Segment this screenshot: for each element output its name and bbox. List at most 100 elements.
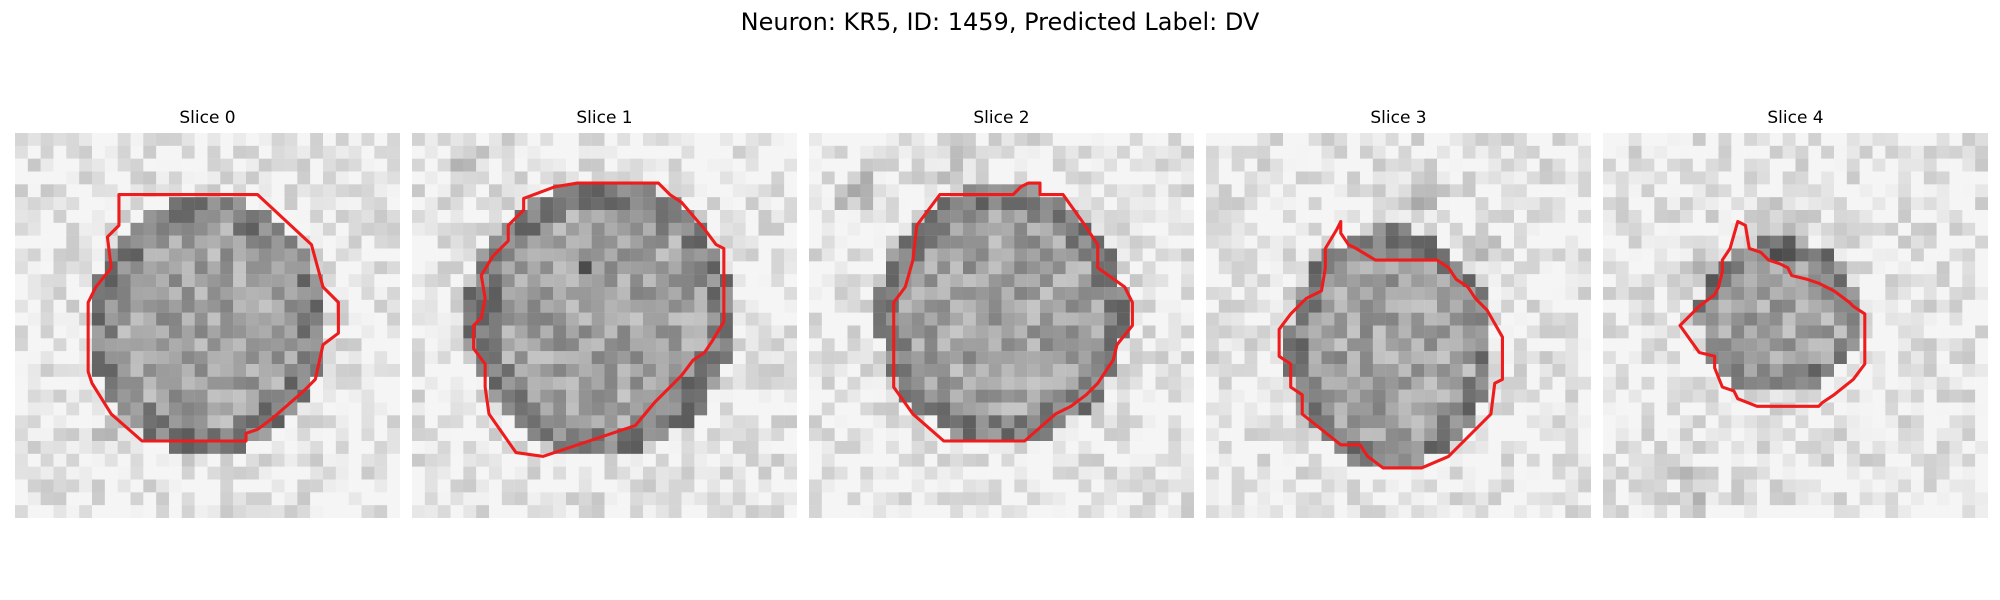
image-pixel (1052, 428, 1066, 442)
image-pixel (437, 389, 451, 403)
image-pixel (1295, 376, 1309, 390)
image-pixel (1552, 274, 1566, 288)
image-pixel (1539, 428, 1553, 442)
image-pixel (246, 351, 260, 365)
image-pixel (258, 210, 272, 224)
image-pixel (1052, 261, 1066, 275)
image-pixel (284, 222, 298, 236)
image-pixel (975, 492, 989, 506)
image-pixel (655, 184, 669, 198)
image-pixel (566, 453, 580, 467)
image-pixel (1231, 325, 1245, 339)
image-pixel (1769, 466, 1783, 480)
image-pixel (361, 184, 375, 198)
image-pixel (1437, 364, 1451, 378)
image-pixel (1872, 466, 1886, 480)
image-pixel (540, 389, 554, 403)
slice-image-svg (809, 133, 1194, 518)
image-pixel (809, 325, 823, 339)
image-pixel (681, 287, 695, 301)
image-pixel (1437, 210, 1451, 224)
image-pixel (387, 287, 400, 301)
image-pixel (566, 222, 580, 236)
image-pixel (1437, 133, 1451, 147)
image-pixel (1628, 197, 1642, 211)
image-pixel (424, 453, 438, 467)
image-pixel (1731, 428, 1745, 442)
image-pixel (297, 466, 311, 480)
image-pixel (643, 441, 657, 455)
image-pixel (1923, 287, 1937, 301)
image-pixel (1091, 145, 1105, 159)
image-pixel (1692, 505, 1706, 518)
image-pixel (53, 197, 67, 211)
image-pixel (1052, 466, 1066, 480)
image-pixel (1065, 338, 1079, 352)
image-pixel (1757, 402, 1771, 416)
image-pixel (387, 415, 400, 429)
image-pixel (1270, 389, 1284, 403)
image-pixel (1398, 376, 1412, 390)
image-pixel (1385, 402, 1399, 416)
image-pixel (591, 158, 605, 172)
image-pixel (361, 492, 375, 506)
image-pixel (1949, 505, 1963, 518)
image-pixel (578, 351, 592, 365)
image-pixel (1295, 351, 1309, 365)
image-pixel (335, 505, 349, 518)
image-pixel (258, 453, 272, 467)
image-pixel (1334, 184, 1348, 198)
image-pixel (1385, 441, 1399, 455)
image-pixel (784, 184, 797, 198)
image-pixel (1692, 402, 1706, 416)
image-pixel (53, 299, 67, 313)
image-pixel (92, 210, 106, 224)
image-pixel (1001, 364, 1015, 378)
image-pixel (1270, 466, 1284, 480)
image-pixel (117, 261, 131, 275)
image-pixel (1731, 287, 1745, 301)
image-pixel (1052, 453, 1066, 467)
image-pixel (1295, 338, 1309, 352)
image-pixel (758, 351, 772, 365)
image-pixel (1821, 158, 1835, 172)
image-pixel (130, 299, 144, 313)
slice-image-svg (15, 133, 400, 518)
image-pixel (348, 145, 362, 159)
image-pixel (1104, 235, 1118, 249)
image-pixel (617, 351, 631, 365)
image-pixel (566, 261, 580, 275)
image-pixel (694, 492, 708, 506)
image-pixel (758, 428, 772, 442)
image-pixel (1398, 287, 1412, 301)
image-pixel (1603, 492, 1617, 506)
image-pixel (1526, 197, 1540, 211)
image-pixel (424, 479, 438, 493)
image-pixel (1488, 171, 1502, 185)
image-pixel (1975, 466, 1988, 480)
image-pixel (720, 133, 734, 147)
image-pixel (988, 197, 1002, 211)
image-pixel (975, 441, 989, 455)
image-pixel (1680, 235, 1694, 249)
image-pixel (771, 441, 785, 455)
image-pixel (207, 466, 221, 480)
image-pixel (1065, 235, 1079, 249)
image-pixel (745, 441, 759, 455)
image-pixel (143, 376, 157, 390)
image-pixel (104, 171, 118, 185)
image-pixel (1705, 261, 1719, 275)
image-pixel (143, 441, 157, 455)
image-pixel (1014, 222, 1028, 236)
image-pixel (1514, 261, 1528, 275)
image-pixel (1514, 505, 1528, 518)
image-pixel (1168, 171, 1182, 185)
image-pixel (1181, 441, 1194, 455)
image-pixel (258, 248, 272, 262)
image-pixel (92, 145, 106, 159)
image-pixel (1975, 351, 1988, 365)
image-pixel (1859, 466, 1873, 480)
image-pixel (1808, 492, 1822, 506)
image-pixel (437, 402, 451, 416)
image-pixel (117, 325, 131, 339)
